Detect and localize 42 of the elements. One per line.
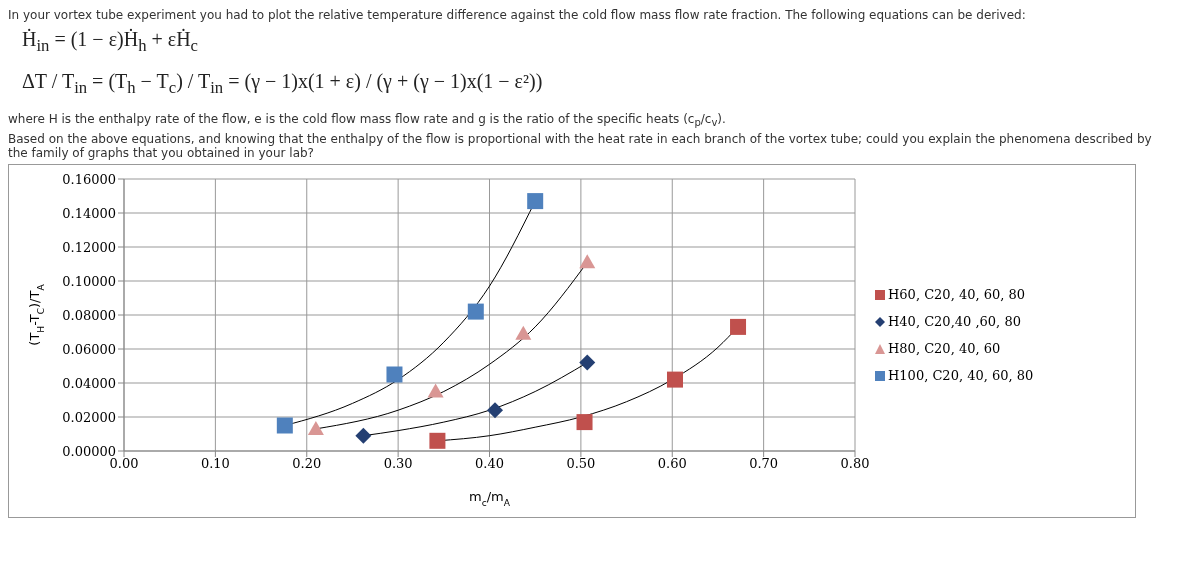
chart-title: In your vortex tube experiment you had to plot the relative temperature difference against the cold flow mass flow rate fraction. The following equations can be derived:: [8, 8, 1027, 22]
legend-label: H60, C20, 40, 60, 80: [888, 287, 1026, 303]
point: [427, 383, 444, 398]
legend-label: H40, C20,40 ,60, 80: [888, 314, 1021, 330]
point: [576, 414, 593, 431]
y-tick-label: 0.14000: [62, 206, 116, 222]
y-tick-label: 0.08000: [62, 308, 116, 324]
point: [276, 417, 293, 434]
point: [307, 421, 324, 436]
text: ΔT / T$_{in}$ = (T$_{h}$ − T$_{c}$) / T$_{in}$ = (γ − 1)x(1 + ε) / (γ + (γ − 1)x(1 − ε²)): [22, 70, 543, 97]
point: [515, 326, 532, 341]
x-tick-label: 0.10: [200, 456, 230, 472]
point: [527, 193, 544, 210]
y-tick-label: 0.04000: [62, 376, 116, 392]
x-tick-label: 0.00: [109, 456, 139, 472]
x-tick-label: 0.30: [383, 456, 413, 472]
point: [579, 354, 596, 371]
y-tick-label: 0.06000: [62, 342, 116, 358]
point: [355, 428, 372, 445]
legend-label: H100, C20, 40, 60, 80: [888, 368, 1034, 384]
x-tick-label: 0.20: [292, 456, 322, 472]
y-tick-label: 0.16000: [62, 172, 116, 188]
point: [666, 371, 683, 388]
point: [386, 366, 403, 383]
y-tick-label: 0.10000: [62, 274, 116, 290]
point: [429, 433, 446, 450]
x-tick-label: 0.40: [475, 456, 504, 472]
text: where H is the enthalpy rate of the flow, e is the cold flow mass flow rate and g is the ratio of the specific heats (c$_{p}$/c$_{v}$).: [8, 112, 727, 129]
text: Ḣ$_{in}$ = (1 − ε)Ḣ$_{h}$ + εḢ$_{c}$: [22, 28, 199, 56]
y-tick-label: 0.02000: [62, 410, 116, 426]
point: [486, 402, 503, 419]
point: [730, 319, 747, 336]
point: [579, 254, 596, 269]
x-tick-label: 0.80: [840, 456, 870, 472]
text: Based on the above equations, and knowing that the enthalpy of the flow is proportional with the heat rate in each branch of the vortex tube; could you explain the phenomena described by the family of graphs that you obtained in your lab?: [8, 132, 1153, 161]
point: [467, 303, 484, 320]
x-tick-label: 0.60: [657, 456, 687, 472]
y-tick-label: 0.12000: [62, 240, 116, 256]
legend-label: H80, C20, 40, 60: [888, 341, 1001, 357]
x-tick-label: 0.70: [749, 456, 779, 472]
x-axis-title: m$_{c}$/m$_{A}$: [469, 489, 511, 509]
x-tick-label: 0.50: [566, 456, 596, 472]
